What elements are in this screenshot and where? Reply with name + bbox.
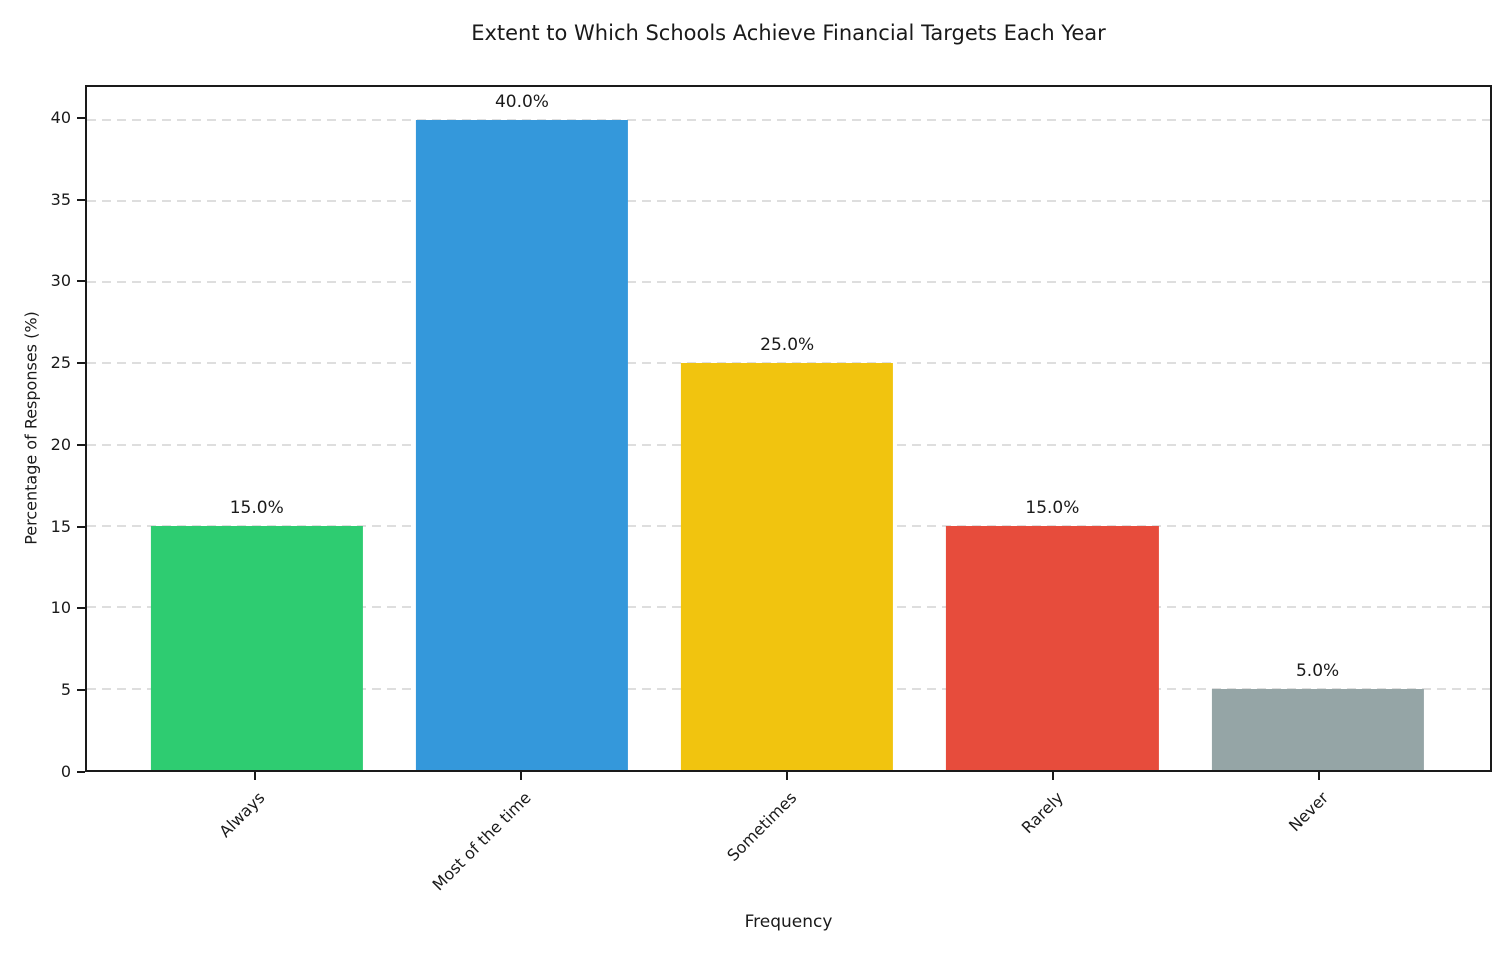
bar-rarely bbox=[946, 526, 1159, 770]
bar-always bbox=[150, 526, 363, 770]
y-axis: 0 5 10 15 20 25 30 35 40 bbox=[0, 85, 85, 780]
bar-value-label-never: 5.0% bbox=[1295, 660, 1340, 681]
gridline-y-40 bbox=[87, 118, 1490, 121]
y-tick-label-35: 35 bbox=[50, 189, 71, 209]
y-tick-label-20: 20 bbox=[50, 434, 71, 454]
y-tick-mark-15 bbox=[77, 525, 85, 528]
gridline-y-30 bbox=[87, 281, 1490, 284]
bar-value-label-most-of-the-time: 40.0% bbox=[494, 91, 549, 112]
bar-value-label-always: 15.0% bbox=[229, 498, 284, 519]
y-tick-label-5: 5 bbox=[60, 680, 71, 700]
x-tick-mark-rarely bbox=[1052, 772, 1055, 780]
x-tick-label-sometimes: Sometimes bbox=[723, 788, 801, 865]
x-tick-label-most-of-the-time: Most of the time bbox=[428, 788, 535, 895]
y-tick-mark-35 bbox=[77, 198, 85, 201]
x-tick-label-never: Never bbox=[1285, 788, 1333, 836]
x-tick-mark-most-of-the-time bbox=[520, 772, 523, 780]
bar-most-of-the-time bbox=[415, 119, 629, 770]
x-tick-mark-always bbox=[254, 772, 257, 780]
x-tick-mark-never bbox=[1318, 772, 1321, 780]
y-tick-mark-10 bbox=[77, 607, 85, 610]
plot-area: 15.0% 40.0% 25.0% 15.0% 5.0% bbox=[85, 85, 1492, 772]
x-axis-label: Frequency bbox=[744, 912, 833, 932]
y-tick-mark-0 bbox=[77, 771, 85, 773]
y-tick-label-15: 15 bbox=[50, 516, 71, 536]
y-tick-mark-25 bbox=[77, 362, 85, 365]
y-tick-mark-5 bbox=[77, 689, 85, 692]
gridline-y-35 bbox=[87, 199, 1490, 202]
y-tick-label-10: 10 bbox=[50, 598, 71, 618]
bar-never bbox=[1211, 688, 1424, 770]
x-tick-mark-sometimes bbox=[786, 772, 789, 780]
y-tick-mark-20 bbox=[77, 443, 85, 446]
bar-value-label-sometimes: 25.0% bbox=[760, 335, 815, 356]
y-tick-label-0: 0 bbox=[60, 762, 71, 781]
bar-value-label-rarely: 15.0% bbox=[1025, 498, 1080, 519]
chart-title: Extent to Which Schools Achieve Financia… bbox=[471, 21, 1106, 45]
y-tick-mark-30 bbox=[77, 280, 85, 283]
y-tick-label-40: 40 bbox=[50, 107, 71, 127]
x-tick-label-always: Always bbox=[215, 788, 269, 842]
bar-sometimes bbox=[681, 363, 894, 770]
x-axis: Always Most of the time Sometimes Rarely Nev… bbox=[85, 772, 1492, 912]
y-tick-mark-40 bbox=[77, 116, 85, 119]
y-tick-label-25: 25 bbox=[50, 353, 71, 373]
y-tick-label-30: 30 bbox=[50, 271, 71, 291]
x-tick-label-rarely: Rarely bbox=[1017, 788, 1067, 838]
